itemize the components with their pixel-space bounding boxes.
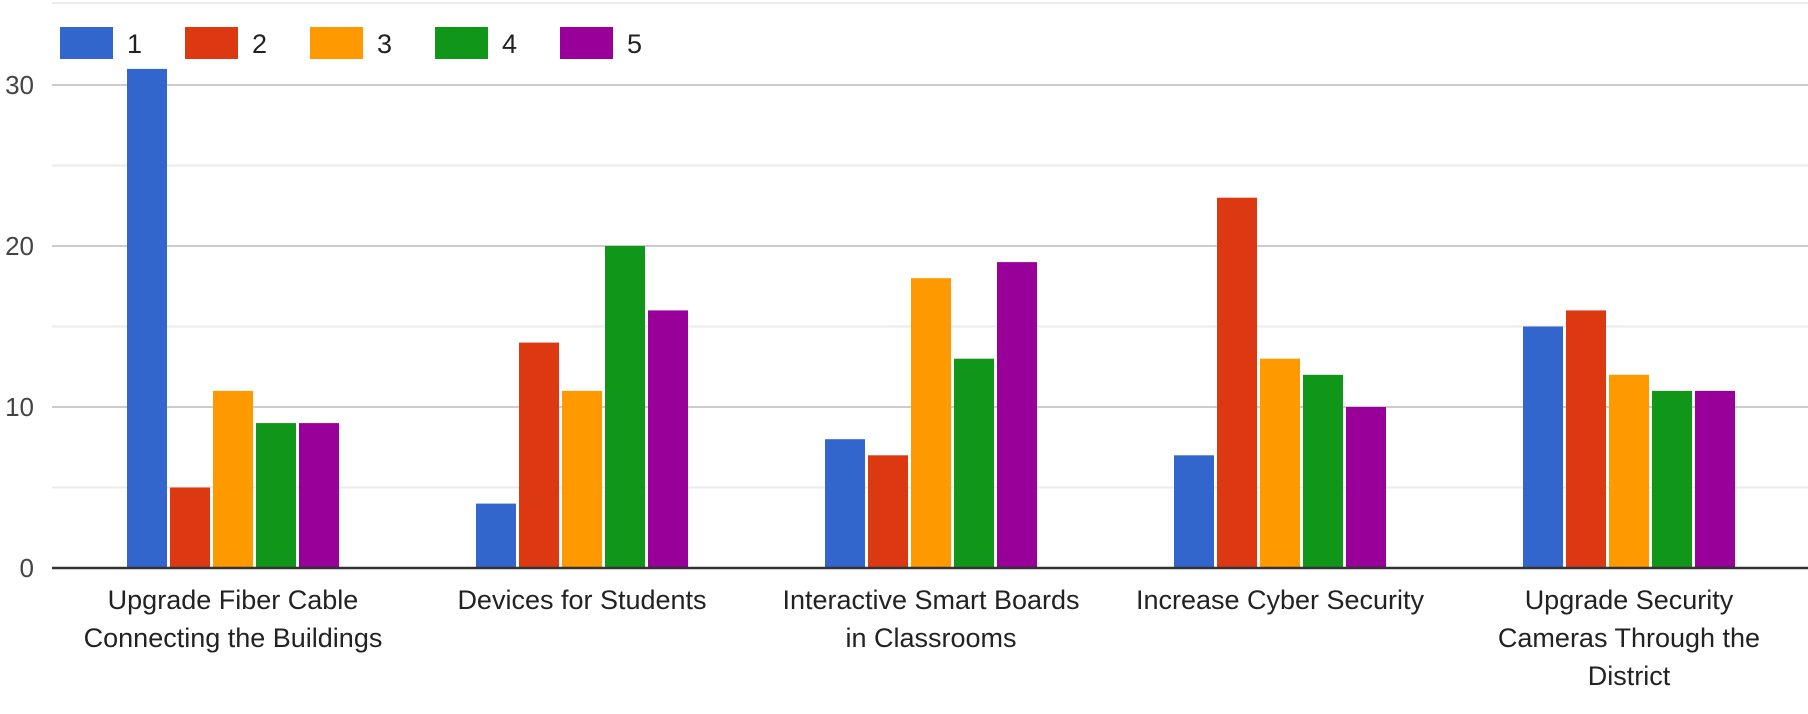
bar-series-2-cat-2 [519, 342, 559, 568]
legend-label: 1 [127, 29, 142, 59]
y-tick-label: 0 [20, 553, 34, 583]
x-tick-label: Upgrade Security Cameras Through the Distr… [1498, 585, 1760, 691]
legend-swatch [310, 27, 363, 59]
legend-label: 2 [252, 29, 267, 59]
y-tick-label: 20 [5, 231, 34, 261]
bar-series-1-cat-5 [1523, 326, 1563, 568]
bar-series-1-cat-2 [476, 503, 516, 568]
bar-series-4-cat-5 [1652, 390, 1692, 568]
legend-label: 4 [502, 29, 517, 59]
legend-swatch [60, 27, 113, 59]
x-tick-label: Devices for Students [457, 585, 706, 615]
bar-series-5-cat-3 [997, 262, 1037, 568]
bar-series-3-cat-3 [911, 278, 951, 568]
bar-series-3-cat-5 [1609, 374, 1649, 568]
legend-item-5: 5 [560, 27, 642, 59]
bar-series-4-cat-4 [1303, 374, 1343, 568]
legend-swatch [435, 27, 488, 59]
legend: 1 2 3 4 5 [60, 27, 642, 59]
bar-series-3-cat-4 [1260, 358, 1300, 568]
gridlines [52, 2, 1808, 489]
axes: 0 10 20 30 Upgrade Fiber Cable Connecting the… [5, 70, 1808, 691]
bar-series-5-cat-5 [1695, 390, 1735, 568]
bar-series-3-cat-1 [213, 390, 253, 568]
bar-series-2-cat-4 [1217, 197, 1257, 568]
bar-series-1-cat-3 [825, 439, 865, 568]
bar-series-2-cat-1 [170, 487, 210, 568]
x-tick-label: Interactive Smart Boards in Classrooms [782, 585, 1079, 653]
legend-item-4: 4 [435, 27, 517, 59]
legend-item-3: 3 [310, 27, 392, 59]
legend-item-2: 2 [185, 27, 267, 59]
y-tick-label: 10 [5, 392, 34, 422]
bar-series-4-cat-3 [954, 358, 994, 568]
legend-label: 5 [627, 29, 642, 59]
bar-series-4-cat-2 [605, 246, 645, 568]
bars [127, 68, 1735, 569]
bar-series-2-cat-5 [1566, 310, 1606, 568]
bar-series-5-cat-1 [299, 423, 339, 568]
bar-series-4-cat-1 [256, 423, 296, 568]
y-tick-label: 30 [5, 70, 34, 100]
bar-series-5-cat-2 [648, 310, 688, 568]
bar-series-1-cat-1 [127, 68, 167, 569]
legend-swatch [185, 27, 238, 59]
bar-series-1-cat-4 [1174, 455, 1214, 568]
legend-item-1: 1 [60, 27, 142, 59]
legend-swatch [560, 27, 613, 59]
bar-series-5-cat-4 [1346, 407, 1386, 568]
bar-series-2-cat-3 [868, 455, 908, 568]
x-tick-label: Increase Cyber Security [1136, 585, 1425, 615]
bar-series-3-cat-2 [562, 390, 602, 568]
x-tick-label: Upgrade Fiber Cable Connecting the Buildi… [84, 585, 383, 653]
legend-label: 3 [377, 29, 392, 59]
